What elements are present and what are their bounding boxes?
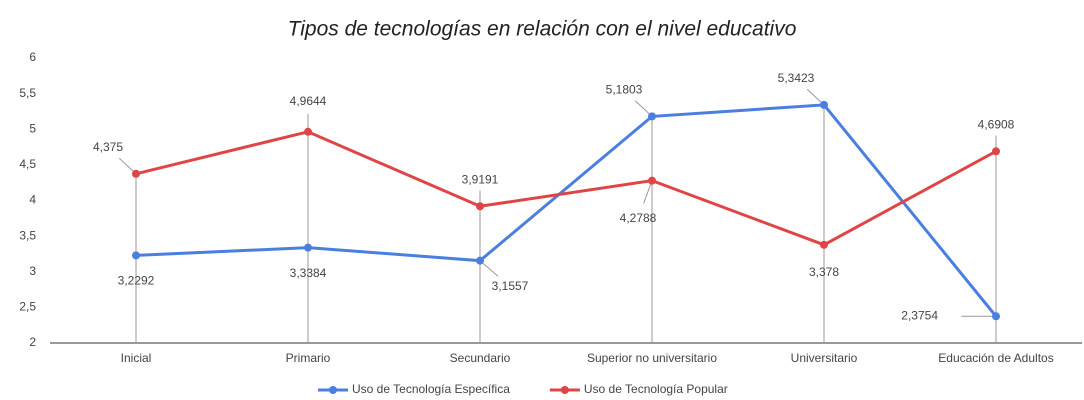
series-line <box>135 130 997 247</box>
x-tick-label: Secundario <box>450 351 511 365</box>
y-tick-label: 5,5 <box>19 86 36 100</box>
y-tick-label: 2,5 <box>19 300 36 314</box>
x-tick-label: Universitario <box>791 351 858 365</box>
data-point <box>476 256 484 265</box>
data-label: 4,9644 <box>290 94 327 108</box>
legend-label: Uso de Tecnología Popular <box>584 382 728 396</box>
y-tick-label: 3 <box>29 264 36 278</box>
data-point <box>304 243 312 252</box>
data-label: 3,3384 <box>290 266 327 280</box>
data-label: 2,3754 <box>901 308 938 322</box>
data-point <box>132 169 140 178</box>
leader-line <box>643 180 653 204</box>
legend-label: Uso de Tecnología Específica <box>352 382 510 396</box>
data-point <box>820 100 828 109</box>
x-tick-label: Educación de Adultos <box>938 351 1053 365</box>
y-tick-label: 4,5 <box>19 157 36 171</box>
data-point <box>820 240 828 249</box>
data-point <box>132 251 140 260</box>
data-point <box>648 112 656 121</box>
data-point <box>476 202 484 211</box>
data-label: 5,1803 <box>606 83 643 97</box>
data-point <box>992 312 1000 321</box>
series-line <box>135 103 998 318</box>
y-tick-label: 5 <box>29 121 36 135</box>
y-tick-label: 4 <box>29 193 36 207</box>
data-label: 4,2788 <box>620 211 657 225</box>
chart-title: Tipos de tecnologías en relación con el … <box>288 18 797 41</box>
data-point <box>648 176 656 185</box>
data-label: 3,1557 <box>492 279 529 293</box>
data-label: 4,375 <box>93 140 123 154</box>
data-label: 3,2292 <box>118 274 155 288</box>
y-tick-label: 3,5 <box>19 228 36 242</box>
legend-swatch-dot <box>560 386 569 394</box>
data-label: 3,9191 <box>462 172 499 186</box>
x-tick-label: Superior no universitario <box>587 351 717 365</box>
x-tick-label: Primario <box>286 351 331 365</box>
y-tick-label: 2 <box>29 335 36 349</box>
data-label: 4,6908 <box>978 117 1015 131</box>
data-point <box>304 127 312 136</box>
data-label: 5,3423 <box>778 71 815 85</box>
y-tick-label: 6 <box>29 50 36 64</box>
x-tick-label: Inicial <box>121 351 152 365</box>
data-point <box>992 147 1000 156</box>
legend-swatch-dot <box>329 386 337 394</box>
data-label: 3,378 <box>809 265 839 279</box>
